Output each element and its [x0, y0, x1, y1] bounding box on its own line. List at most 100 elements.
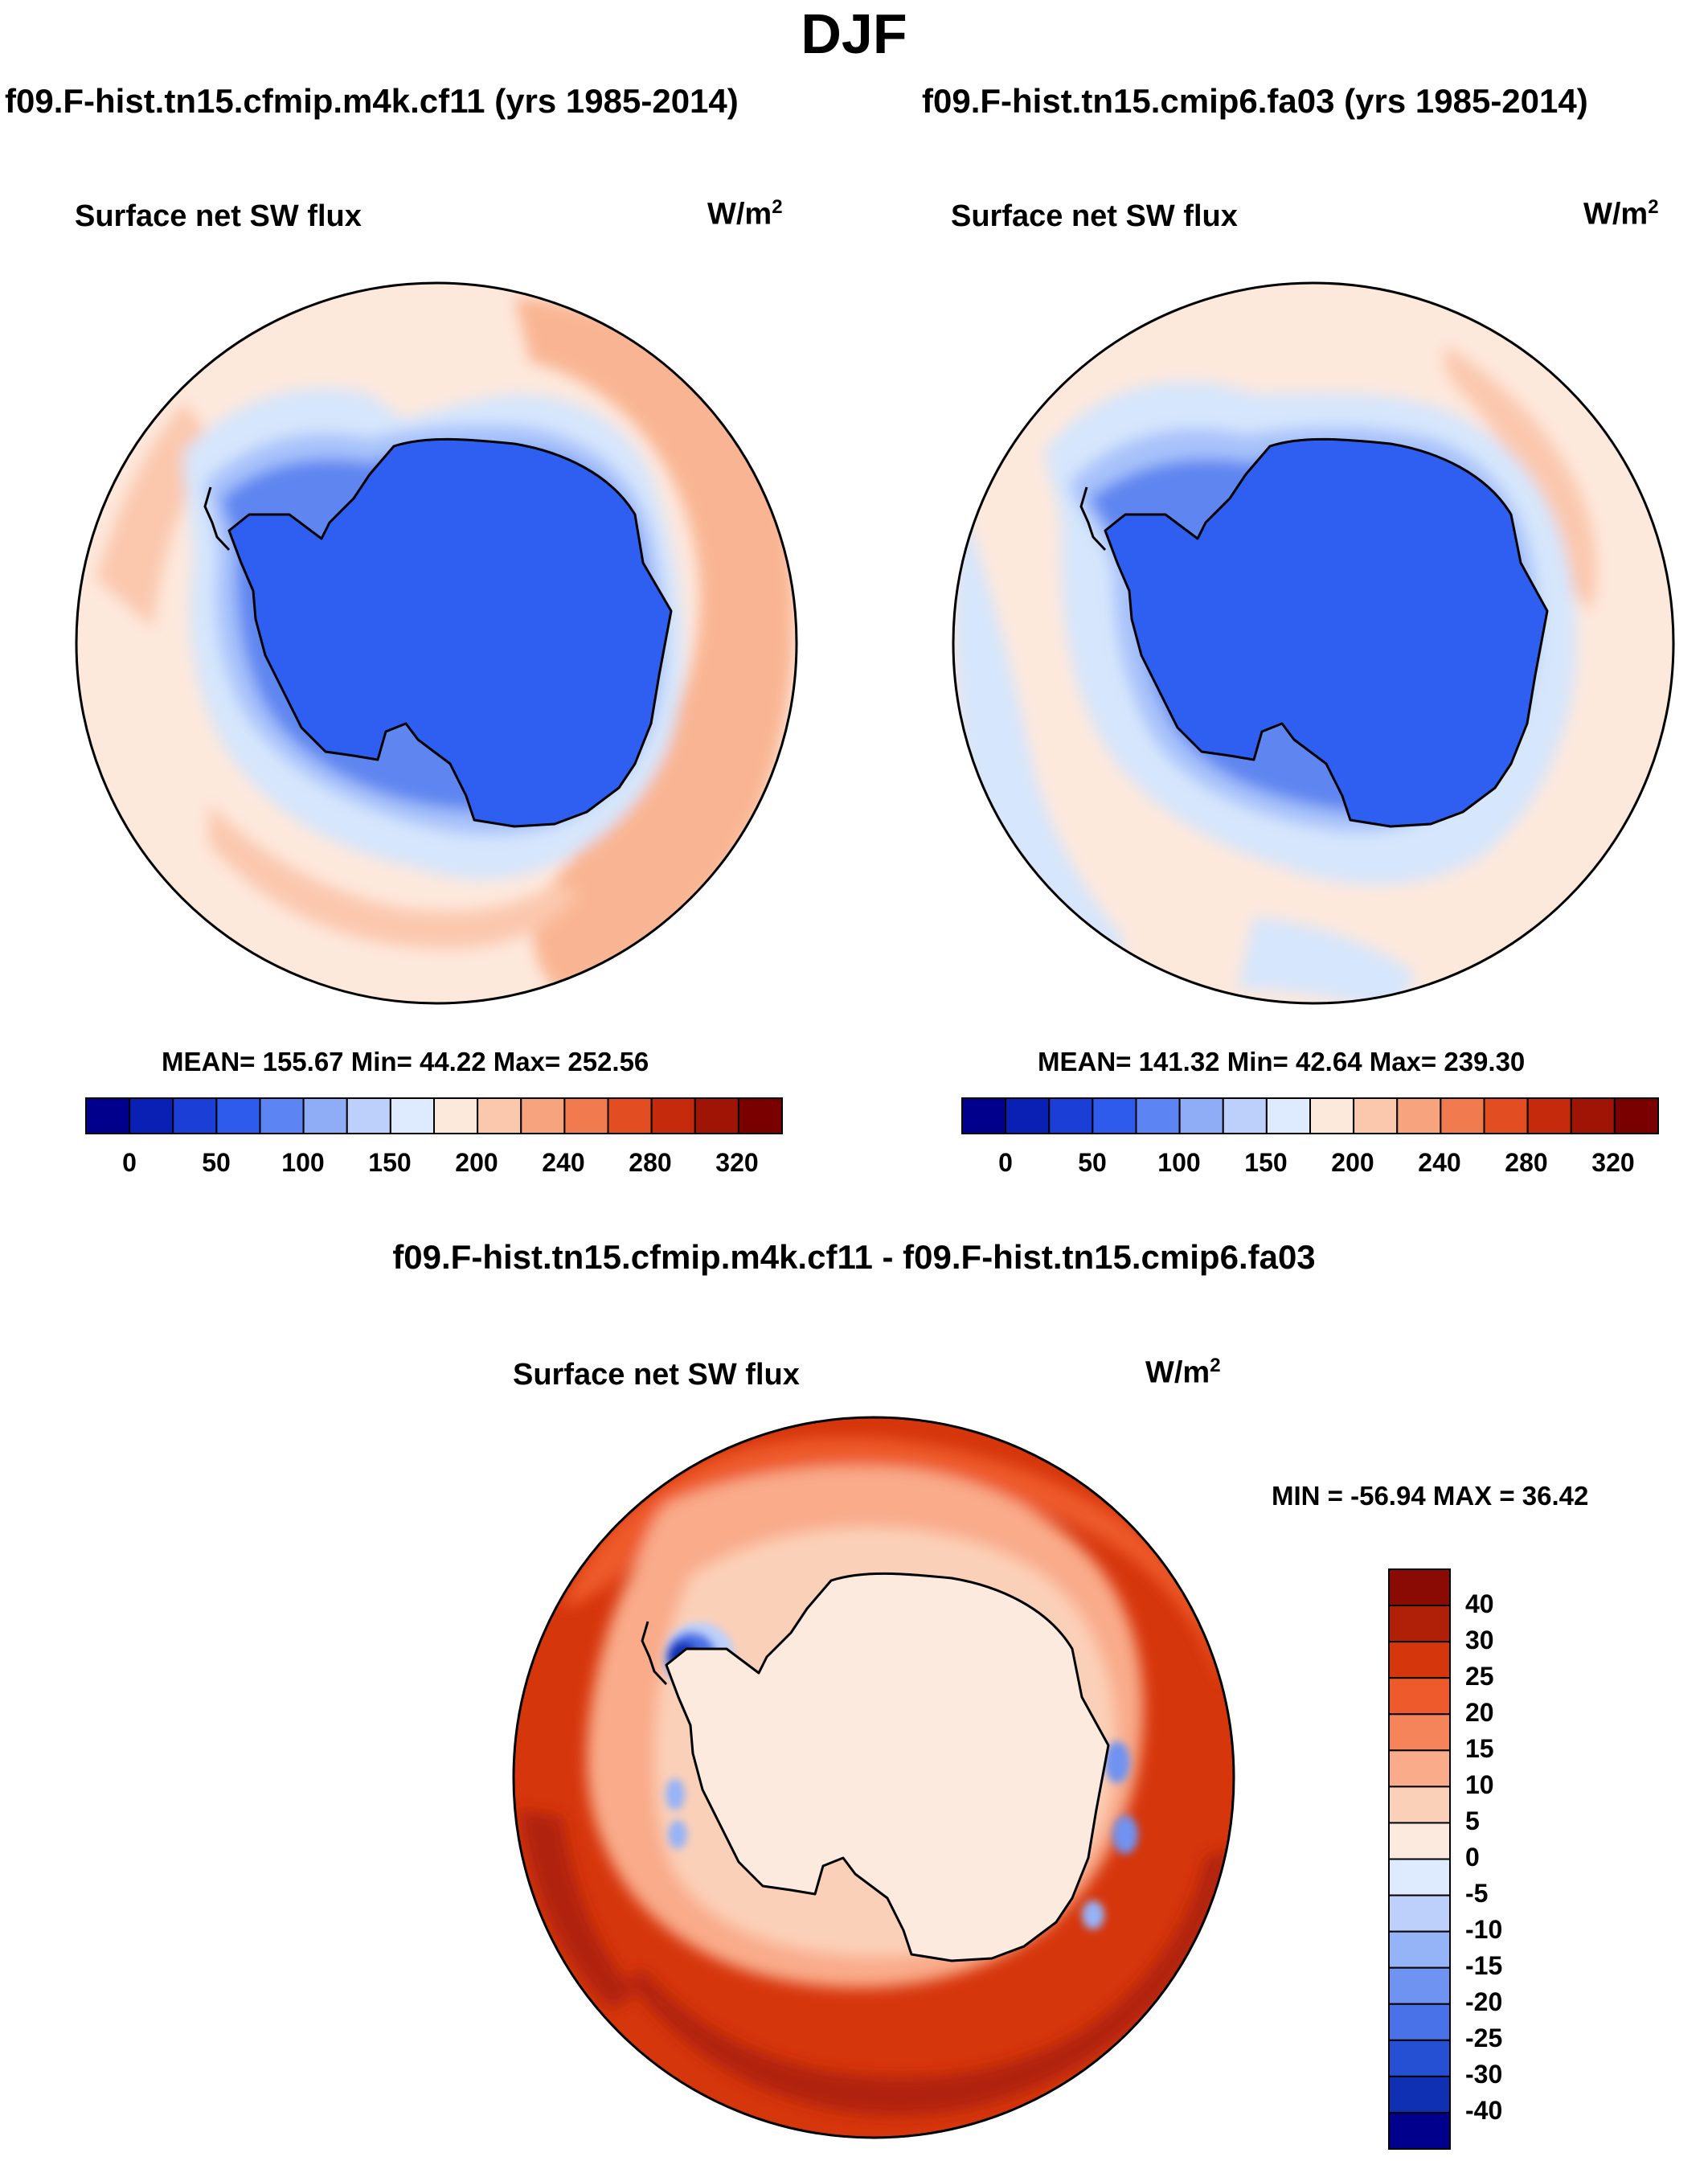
- panel-left-colorbar: 0 50 100 150 200 240 280 320: [85, 1097, 783, 1177]
- difference-colorbar-tick-label: 0: [1465, 1843, 1480, 1872]
- panel-right-map-boundary: [952, 281, 1675, 1005]
- panel-left-units: W/m2: [707, 196, 783, 232]
- difference-colorbar-swatch: [1388, 2111, 1451, 2150]
- panel-right-stats: MEAN= 141.32 Min= 42.64 Max= 239.30: [1038, 1047, 1526, 1076]
- difference-colorbar-swatch: [1388, 1713, 1451, 1752]
- panel-left-colorbar-tick-label: 200: [455, 1148, 498, 1177]
- panel-right-colorbar-tick-label: 200: [1331, 1148, 1374, 1177]
- difference-colorbar-tick-label: -30: [1465, 2060, 1502, 2089]
- panel-right-colorbar-swatch: [1396, 1097, 1442, 1134]
- difference-colorbar-tick-label: 10: [1465, 1770, 1494, 1799]
- panel-right-map: [952, 281, 1675, 1005]
- panel-left-colorbar-tick-label: 150: [368, 1148, 411, 1177]
- panel-left-colorbar-swatch: [346, 1097, 391, 1134]
- panel-right-colorbar-tick-label: 240: [1418, 1148, 1460, 1177]
- panel-left-colorbar-swatch: [302, 1097, 348, 1134]
- panel-right-colorbar-swatch: [1440, 1097, 1485, 1134]
- panel-right-colorbar-tick-label: 280: [1505, 1148, 1547, 1177]
- panel-right-variable-label: Surface net SW flux: [951, 199, 1238, 233]
- panel-left-stats: MEAN= 155.67 Min= 44.22 Max= 252.56: [162, 1047, 649, 1076]
- panel-right-colorbar: 0 50 100 150 200 240 280 320: [961, 1097, 1659, 1177]
- difference-colorbar-swatch: [1388, 1858, 1451, 1896]
- difference-colorbar-tick-label: 20: [1465, 1698, 1494, 1727]
- panel-right-colorbar-tick-label: 50: [1078, 1148, 1107, 1177]
- difference-colorbar-tick-label: 30: [1465, 1626, 1494, 1655]
- difference-colorbar-swatch: [1388, 1894, 1451, 1933]
- difference-stats: MIN = -56.94 MAX = 36.42: [1272, 1481, 1589, 1511]
- panel-right-colorbar-tick-label: 150: [1244, 1148, 1287, 1177]
- difference-colorbar-swatch: [1388, 1677, 1451, 1716]
- panel-right-colorbar-swatch: [1483, 1097, 1529, 1134]
- difference-colorbar: 40 30 25 20 15 10 5 0 -5 -10 -15 -20 -25 -30 -40: [1388, 1568, 1502, 2150]
- panel-left-colorbar-swatch: [172, 1097, 218, 1134]
- panel-left-colorbar-swatch: [563, 1097, 609, 1134]
- difference-variable-label: Surface net SW flux: [513, 1358, 800, 1392]
- difference-colorbar-swatch: [1388, 1966, 1451, 2005]
- difference-colorbar-swatch: [1388, 2039, 1451, 2077]
- difference-colorbar-swatch: [1388, 1749, 1451, 1788]
- panel-left-colorbar-tick-label: 320: [715, 1148, 758, 1177]
- panel-left-colorbar-swatch: [694, 1097, 739, 1134]
- difference-colorbar-tick-label: -20: [1465, 1987, 1502, 2016]
- difference-map-boundary: [512, 1416, 1235, 2139]
- panel-right-colorbar-tick-label: 320: [1591, 1148, 1634, 1177]
- panel-right-colorbar-swatch: [1570, 1097, 1616, 1134]
- difference-colorbar-swatch: [1388, 1930, 1451, 1969]
- difference-colorbar-tick-label: -10: [1465, 1915, 1502, 1944]
- panel-left-colorbar-tick-label: 280: [629, 1148, 671, 1177]
- difference-colorbar-swatch: [1388, 2075, 1451, 2114]
- panel-left-colorbar-tick-label: 0: [122, 1148, 137, 1177]
- panel-left-colorbar-swatch: [129, 1097, 174, 1134]
- panel-right-colorbar-swatch: [1309, 1097, 1355, 1134]
- panel-right-colorbar-swatch: [1265, 1097, 1311, 1134]
- panel-right-colorbar-swatch: [1526, 1097, 1572, 1134]
- panel-right-colorbar-swatch: [1048, 1097, 1094, 1134]
- panel-left-colorbar-swatch: [85, 1097, 131, 1134]
- panel-left-colorbar-swatch: [215, 1097, 261, 1134]
- difference-title: f09.F-hist.tn15.cfmip.m4k.cf11 - f09.F-h…: [392, 1238, 1316, 1276]
- difference-colorbar-tick-label: -25: [1465, 2024, 1502, 2052]
- difference-colorbar-swatch: [1388, 2003, 1451, 2041]
- difference-colorbar-tick-label: 25: [1465, 1662, 1494, 1691]
- difference-colorbar-tick-label: 40: [1465, 1589, 1494, 1618]
- panel-right-colorbar-swatch: [1353, 1097, 1399, 1134]
- difference-map: [512, 1416, 1235, 2139]
- difference-colorbar-tick-label: -5: [1465, 1879, 1488, 1908]
- panel-left-colorbar-swatch: [737, 1097, 783, 1134]
- panel-left-case-title: f09.F-hist.tn15.cfmip.m4k.cf11 (yrs 1985…: [5, 82, 739, 120]
- panel-left-colorbar-swatch: [650, 1097, 696, 1134]
- panel-left-colorbar-swatch: [433, 1097, 479, 1134]
- panel-left-colorbar-tick-label: 50: [202, 1148, 231, 1177]
- panel-left-colorbar-tick-label: 100: [281, 1148, 324, 1177]
- panel-right-case-title: f09.F-hist.tn15.cmip6.fa03 (yrs 1985-201…: [922, 82, 1588, 120]
- panel-right-colorbar-swatch: [1613, 1097, 1659, 1134]
- panel-right-colorbar-tick-label: 0: [998, 1148, 1013, 1177]
- panel-left-colorbar-swatch: [520, 1097, 566, 1134]
- panel-right-colorbar-swatch: [1178, 1097, 1224, 1134]
- panel-right-colorbar-tick-label: 100: [1157, 1148, 1200, 1177]
- panel-right-colorbar-swatch: [1092, 1097, 1137, 1134]
- main-title: DJF: [801, 2, 907, 65]
- panel-left-colorbar-swatch: [477, 1097, 522, 1134]
- panel-right-colorbar-swatch: [1135, 1097, 1181, 1134]
- panel-left-map: [75, 281, 798, 1005]
- difference-colorbar-tick-label: -15: [1465, 1951, 1502, 1980]
- panel-right-units: W/m2: [1583, 196, 1659, 232]
- panel-right-colorbar-swatch: [1005, 1097, 1051, 1134]
- panel-left-colorbar-swatch: [389, 1097, 435, 1134]
- difference-colorbar-swatch: [1388, 1822, 1451, 1860]
- panel-right-colorbar-swatch: [961, 1097, 1007, 1134]
- panel-left-map-boundary: [75, 281, 798, 1005]
- difference-colorbar-swatch: [1388, 1605, 1451, 1643]
- difference-colorbar-swatch: [1388, 1786, 1451, 1824]
- difference-colorbar-tick-label: 15: [1465, 1734, 1494, 1763]
- panel-left-colorbar-swatch: [259, 1097, 305, 1134]
- difference-colorbar-tick-label: 5: [1465, 1806, 1480, 1835]
- panel-left-colorbar-tick-label: 240: [542, 1148, 584, 1177]
- difference-colorbar-tick-label: -40: [1465, 2096, 1502, 2125]
- difference-colorbar-swatch: [1388, 1641, 1451, 1679]
- panel-right-colorbar-swatch: [1222, 1097, 1268, 1134]
- panel-left-colorbar-swatch: [607, 1097, 653, 1134]
- panel-left-variable-label: Surface net SW flux: [75, 199, 362, 233]
